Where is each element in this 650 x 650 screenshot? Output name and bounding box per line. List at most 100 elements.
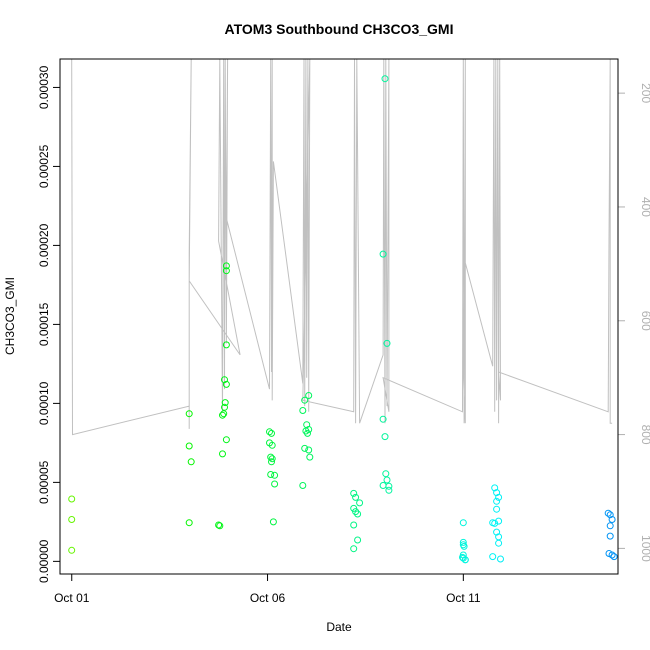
data-point <box>459 519 467 527</box>
y-tick-label: 0.00020 <box>37 223 51 267</box>
data-point <box>219 450 226 458</box>
data-point <box>220 410 228 418</box>
data-point <box>222 380 230 388</box>
right-tick-label: 200 <box>639 83 650 103</box>
data-point <box>354 536 362 544</box>
data-point <box>187 458 195 466</box>
x-axis-label: Date <box>326 620 352 634</box>
x-tick-label: Oct 11 <box>446 591 481 605</box>
data-point <box>491 484 499 492</box>
right-tick-label: 600 <box>639 311 650 331</box>
data-point <box>489 553 497 561</box>
data-point <box>221 403 228 411</box>
data-point <box>216 522 224 530</box>
data-point <box>68 516 76 523</box>
data-point <box>385 482 393 490</box>
data-point <box>495 517 503 525</box>
chart-title: ATOM3 Southbound CH3CO3_GMI <box>225 21 454 37</box>
data-point <box>185 442 193 450</box>
data-point <box>222 267 230 275</box>
data-point <box>606 511 614 519</box>
data-point <box>608 516 616 523</box>
data-point <box>350 545 358 553</box>
y-tick-label: 0.00005 <box>37 460 51 504</box>
data-point <box>268 441 276 449</box>
data-point <box>381 75 389 83</box>
data-point <box>304 429 311 437</box>
data-point <box>269 518 277 526</box>
data-point <box>460 542 468 550</box>
data-point <box>459 554 467 562</box>
data-point <box>350 489 358 497</box>
data-point <box>356 499 364 507</box>
right-tick-label: 1000 <box>639 535 650 562</box>
data-point <box>267 471 275 478</box>
data-point <box>491 519 499 527</box>
data-point <box>219 411 226 419</box>
data-point <box>459 538 467 546</box>
data-point <box>352 493 360 501</box>
data-point <box>385 486 393 494</box>
data-point <box>461 556 469 564</box>
data-point <box>301 396 309 404</box>
data-point <box>606 532 614 540</box>
data-point <box>222 262 230 270</box>
data-point <box>271 480 279 488</box>
data-point <box>306 453 314 461</box>
y-axis-label: CH3CO3_GMI <box>3 277 17 355</box>
data-point <box>604 509 612 517</box>
axes-layer: Oct 01 Oct 06 Oct 11 0.00000 0.00005 0.00010 0… <box>37 65 650 605</box>
data-point <box>495 493 503 501</box>
data-point <box>215 521 223 529</box>
data-point <box>299 407 307 414</box>
data-point <box>350 521 358 529</box>
pressure-profile-layer <box>71 58 613 436</box>
data-point <box>354 510 362 518</box>
data-point <box>495 539 503 547</box>
data-point <box>497 555 504 563</box>
data-point <box>185 519 193 527</box>
right-tick-label: 400 <box>639 197 650 217</box>
data-point <box>222 341 230 349</box>
data-point <box>493 497 501 505</box>
data-point <box>221 376 228 384</box>
x-tick-label: Oct 06 <box>250 591 286 605</box>
data-point <box>610 553 618 561</box>
data-point <box>379 415 387 423</box>
y-tick-label: 0.00025 <box>37 144 51 188</box>
data-point <box>608 551 616 559</box>
data-point <box>383 476 391 484</box>
y-tick-label: 0.00015 <box>37 302 51 346</box>
right-tick-label: 800 <box>639 425 650 445</box>
data-point <box>493 505 501 513</box>
pressure-profile-line <box>71 58 613 436</box>
data-point <box>381 433 389 441</box>
data-point <box>267 453 275 461</box>
x-tick-label: Oct 01 <box>54 591 90 605</box>
data-point <box>222 436 230 444</box>
plot-frame <box>59 58 619 575</box>
data-point <box>299 482 307 489</box>
data-point <box>266 428 273 436</box>
data-point <box>379 482 387 489</box>
data-point <box>271 471 279 479</box>
data-point <box>379 250 387 258</box>
data-point <box>305 446 313 454</box>
data-point <box>221 399 229 407</box>
data-point <box>185 410 193 418</box>
data-point <box>268 455 276 463</box>
data-point <box>68 495 76 503</box>
data-point <box>68 546 76 554</box>
data-point <box>382 470 390 478</box>
data-points-layer <box>68 75 618 564</box>
data-point <box>301 444 309 452</box>
data-point <box>606 522 614 530</box>
data-point <box>305 392 313 399</box>
y-tick-label: 0.00000 <box>37 539 51 583</box>
data-point <box>383 339 391 347</box>
data-point <box>268 429 275 437</box>
y-tick-label: 0.00030 <box>37 65 51 109</box>
y-tick-label: 0.00010 <box>37 381 51 425</box>
data-point <box>268 458 275 466</box>
